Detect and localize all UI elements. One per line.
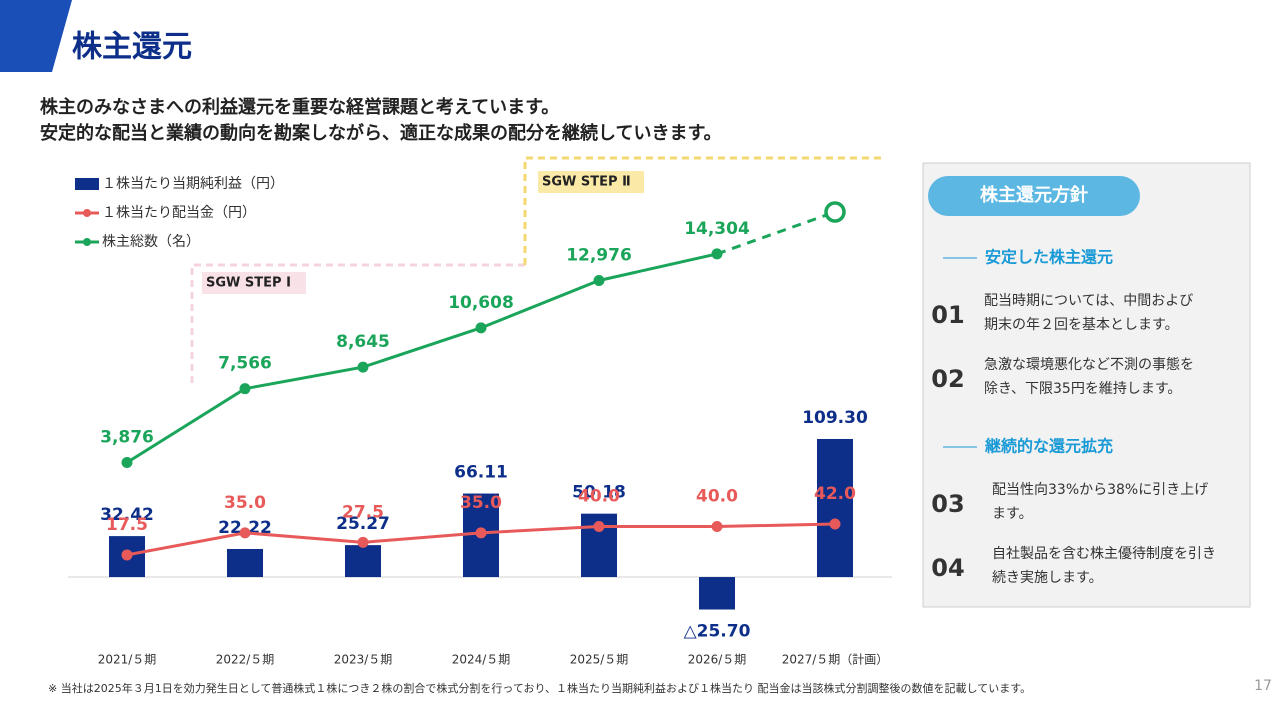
point (711, 521, 723, 533)
legend-swatch (75, 178, 99, 190)
item-text: 配当時期については、中間および (984, 293, 1193, 309)
step-label: SGW STEP Ⅰ (206, 276, 291, 291)
legend-swatch (83, 238, 91, 246)
point (593, 521, 605, 533)
bar (345, 545, 381, 578)
item-number: 02 (931, 365, 964, 393)
data-label: 7,566 (218, 354, 272, 374)
point (593, 274, 605, 286)
item-number: 03 (931, 490, 964, 518)
legend-label: １株当たり当期純利益（円） (102, 176, 284, 192)
data-label: 35.0 (224, 493, 266, 513)
item-text: ます。 (992, 506, 1033, 522)
bar (817, 438, 853, 578)
data-label: 40.0 (696, 487, 738, 507)
point (121, 549, 133, 561)
x-tick-label: 2022/５期 (216, 653, 275, 667)
data-label: 66.11 (454, 463, 508, 483)
point (357, 361, 369, 373)
point (239, 383, 251, 395)
forecast-line (716, 210, 836, 256)
title: 株主還元 (72, 30, 192, 65)
data-label: 40.0 (578, 487, 620, 507)
data-label: 42.0 (814, 484, 856, 504)
step-badge (538, 171, 644, 193)
item-number: 01 (931, 301, 964, 329)
section-heading: 継続的な還元拡充 (984, 437, 1113, 456)
x-tick-label: 2027/５期（計画） (782, 652, 889, 667)
data-label: 25.27 (336, 514, 390, 534)
bar (227, 548, 263, 578)
lead: 安定的な配当と業績の動向を勘案しながら、適正な成果の配分を継続していきます。 (40, 122, 722, 144)
page-number: 17 (1254, 678, 1272, 694)
data-label: 50.18 (572, 483, 626, 503)
data-label: △25.70 (684, 622, 751, 642)
item-text: 続き実施します。 (992, 569, 1103, 586)
section-heading: 安定した株主還元 (985, 248, 1113, 267)
point (829, 518, 841, 530)
footnote: ※ 当社は2025年３月1日を効力発生日として普通株式１株につき２株の割合で株式… (48, 681, 1031, 695)
x-tick-label: 2024/５期 (452, 653, 511, 667)
policy-panel (922, 162, 1251, 608)
bar (699, 577, 735, 610)
item-number: 04 (931, 554, 964, 582)
lead: 株主のみなさまへの利益還元を重要な経営課題と考えています。 (40, 96, 559, 118)
item-text: 除き、下限35円を維持します。 (984, 381, 1181, 397)
legend-swatch (83, 209, 91, 217)
data-label: 12,976 (566, 245, 632, 265)
forecast-point (824, 201, 846, 223)
x-tick-label: 2025/５期 (570, 653, 629, 667)
point (121, 456, 133, 468)
x-tick-label: 2023/５期 (334, 653, 393, 667)
legend-label: 株主総数（名） (102, 234, 200, 250)
data-label: 32.42 (100, 505, 154, 525)
item-text: 自社製品を含む株主優待制度を引き (992, 546, 1216, 562)
item-text: 急激な環境悪化など不測の事態を (984, 356, 1194, 373)
data-label: 109.30 (802, 408, 868, 428)
series-line (126, 252, 718, 464)
step-badge (202, 272, 306, 294)
item-text: 期末の年２回を基本とします。 (984, 316, 1179, 333)
chart: 2021/５期 2022/５期 2023/５期 2024/５期 2025/５期 2026/… (68, 176, 892, 667)
item-text: 配当性向33%から38%に引き上げ (992, 482, 1208, 498)
step-line (190, 263, 525, 383)
header-accent (0, 0, 72, 72)
data-label: 10,608 (448, 293, 514, 313)
policy-pill (928, 176, 1140, 216)
data-label: 8,645 (336, 332, 390, 352)
point (475, 527, 487, 539)
data-label: 27.5 (342, 502, 384, 522)
point (239, 527, 251, 539)
data-label: 14,304 (684, 219, 750, 239)
x-tick-label: 2021/５期 (98, 653, 157, 667)
x-tick-label: 2026/５期 (688, 653, 747, 667)
step-label: SGW STEP Ⅱ (542, 175, 631, 190)
data-label: 3,876 (100, 427, 154, 447)
data-label: 17.5 (106, 515, 148, 535)
point (475, 322, 487, 334)
data-label: 35.0 (460, 493, 502, 513)
point (357, 536, 369, 548)
legend-label: １株当たり配当金（円） (102, 205, 256, 221)
point (711, 248, 723, 260)
policy-title: 株主還元方針 (980, 184, 1088, 206)
